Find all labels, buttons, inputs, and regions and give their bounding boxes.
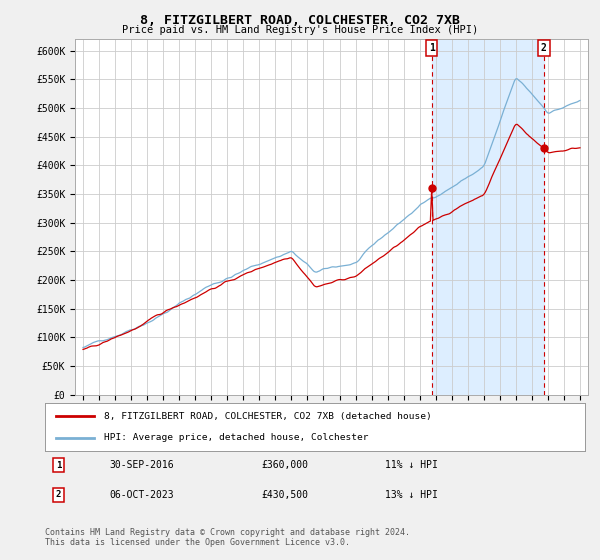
Bar	[431, 39, 544, 395]
Text: 2: 2	[541, 43, 547, 53]
Text: 13% ↓ HPI: 13% ↓ HPI	[385, 490, 438, 500]
Text: £360,000: £360,000	[261, 460, 308, 470]
Text: 06-OCT-2023: 06-OCT-2023	[110, 490, 175, 500]
Text: Contains HM Land Registry data © Crown copyright and database right 2024.
This d: Contains HM Land Registry data © Crown c…	[45, 528, 410, 547]
Text: 1: 1	[429, 43, 434, 53]
Text: HPI: Average price, detached house, Colchester: HPI: Average price, detached house, Colc…	[104, 433, 369, 442]
Text: Price paid vs. HM Land Registry's House Price Index (HPI): Price paid vs. HM Land Registry's House …	[122, 25, 478, 35]
Text: 8, FITZGILBERT ROAD, COLCHESTER, CO2 7XB: 8, FITZGILBERT ROAD, COLCHESTER, CO2 7XB	[140, 14, 460, 27]
Text: 1: 1	[56, 461, 61, 470]
Text: 11% ↓ HPI: 11% ↓ HPI	[385, 460, 438, 470]
Text: 8, FITZGILBERT ROAD, COLCHESTER, CO2 7XB (detached house): 8, FITZGILBERT ROAD, COLCHESTER, CO2 7XB…	[104, 412, 432, 421]
Text: 2: 2	[56, 491, 61, 500]
Text: 30-SEP-2016: 30-SEP-2016	[110, 460, 175, 470]
Text: £430,500: £430,500	[261, 490, 308, 500]
